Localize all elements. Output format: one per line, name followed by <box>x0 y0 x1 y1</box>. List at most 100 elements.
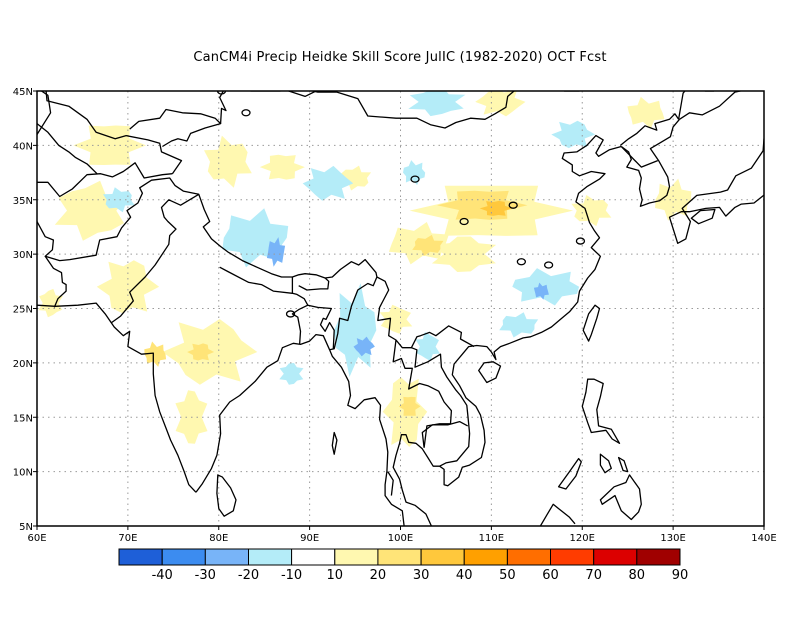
country-border <box>288 91 317 98</box>
country-border <box>552 91 553 92</box>
skill-region <box>398 396 421 416</box>
skill-region <box>533 282 549 300</box>
coastline-luzon <box>581 378 621 444</box>
colorbar-swatch <box>161 548 206 566</box>
colorbar-swatch <box>291 548 336 566</box>
country-border <box>37 177 199 262</box>
lat-tick-label: 10N <box>13 468 33 479</box>
country-border <box>37 123 98 175</box>
coastline-mindanao <box>599 474 642 521</box>
colorbar-label: 40 <box>456 568 473 583</box>
lake-outline <box>459 217 469 226</box>
colorbar-swatch <box>118 548 163 566</box>
skill-region <box>431 236 497 272</box>
skill-region <box>627 96 665 129</box>
skill-region <box>144 341 167 367</box>
coastline <box>195 333 405 526</box>
coastline-visayas <box>599 453 612 474</box>
country-border <box>298 277 330 291</box>
coastline-andaman <box>331 431 338 455</box>
lon-tick-label: 130E <box>660 533 685 544</box>
country-border <box>307 304 335 349</box>
lat-tick-label: 30N <box>13 250 33 261</box>
coastline-palawan <box>557 457 582 490</box>
lake-outline <box>543 261 554 269</box>
lake-outline <box>410 175 420 183</box>
lon-tick-label: 100E <box>388 533 413 544</box>
skill-region <box>259 154 305 180</box>
country-border <box>44 255 67 308</box>
colorbar-swatch <box>334 548 379 566</box>
lake-outline <box>508 201 518 209</box>
map-plot-area <box>37 91 764 526</box>
country-border <box>376 276 475 349</box>
coastline-japan <box>668 136 764 244</box>
skill-region <box>302 165 354 201</box>
colorbar-swatch <box>420 548 465 566</box>
lon-tick-label: 110E <box>479 533 504 544</box>
skill-region <box>479 200 513 216</box>
lat-tick-label: 35N <box>13 196 33 207</box>
lake-outline <box>516 258 527 266</box>
map-title: CanCM4i Precip Heidke Skill Score JulIC … <box>193 50 607 65</box>
coastline <box>679 91 741 120</box>
colorbar-label: 10 <box>327 568 344 583</box>
lon-tick-label: 80E <box>209 533 228 544</box>
colorbar-label: -40 <box>152 568 173 583</box>
lat-tick-label: 5N <box>19 522 33 533</box>
lake-outline <box>216 91 227 95</box>
colorbar-swatch <box>593 548 638 566</box>
colorbar-label: 70 <box>585 568 602 583</box>
coastline-visayas <box>617 456 629 473</box>
country-border <box>619 113 680 146</box>
country-border <box>219 91 227 124</box>
coastline-taiwan <box>582 304 601 342</box>
colorbar-label: -10 <box>281 568 302 583</box>
lat-tick-label: 20N <box>13 359 33 370</box>
skill-region <box>475 91 526 117</box>
colorbar-label: -20 <box>238 568 259 583</box>
country-border <box>45 91 183 175</box>
coastlines-and-borders <box>37 91 764 526</box>
country-border <box>37 162 173 198</box>
colorbar-label: 60 <box>542 568 559 583</box>
country-border <box>291 292 309 345</box>
colorbar-swatch <box>204 548 250 566</box>
coastline-hainan <box>478 361 502 384</box>
skill-region <box>96 260 160 313</box>
coastline-sri-lanka <box>216 474 237 517</box>
lat-tick-label: 45N <box>13 87 33 98</box>
skill-region <box>54 180 129 241</box>
coastline <box>37 302 197 493</box>
lon-tick-label: 120E <box>570 533 595 544</box>
colorbar-swatch <box>248 548 293 566</box>
skill-region <box>279 363 304 385</box>
country-border <box>392 339 453 448</box>
skill-region <box>334 283 377 377</box>
colorbar-label: 80 <box>629 568 646 583</box>
coastline-korea <box>620 118 680 207</box>
lat-tick-label: 15N <box>13 413 33 424</box>
lake-outline <box>241 109 251 117</box>
country-border <box>387 471 394 496</box>
colorbar-label: 90 <box>672 568 689 583</box>
coastline-shikoku <box>690 208 716 225</box>
colorbar-swatch <box>506 548 552 566</box>
country-border <box>421 420 469 448</box>
skill-region <box>437 190 528 220</box>
lon-tick-label: 90E <box>300 533 319 544</box>
skill-region <box>408 91 466 117</box>
skill-region <box>204 135 252 188</box>
skill-region <box>38 288 63 318</box>
coastline-borneo <box>539 503 576 526</box>
skill-region <box>339 165 372 191</box>
skill-region <box>379 304 413 334</box>
lon-tick-label: 70E <box>118 533 137 544</box>
lat-tick-label: 40N <box>13 141 33 152</box>
skill-region <box>551 120 596 149</box>
colorbar-label: -30 <box>195 568 216 583</box>
skill-region <box>571 195 612 227</box>
colorbar-label: 50 <box>499 568 516 583</box>
skill-score-field <box>38 91 692 447</box>
lon-tick-label: 60E <box>27 533 46 544</box>
